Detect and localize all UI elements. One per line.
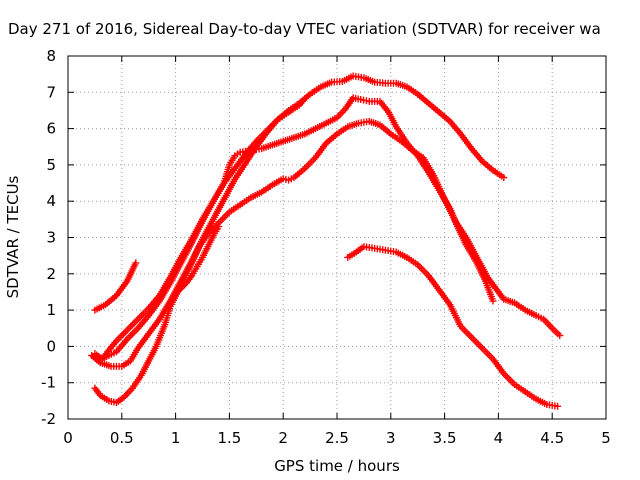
y-tick-label: 3: [46, 229, 56, 247]
y-tick-label: 6: [46, 120, 56, 138]
x-tick-label: 5: [601, 429, 611, 447]
y-tick-labels: -2 -1 0 1 2 3 4 5 6 7 8: [41, 47, 56, 428]
series-track-7: [172, 223, 223, 298]
axis-ticks: [67, 55, 607, 420]
x-tick-label: 0: [63, 429, 73, 447]
data-series: [88, 72, 564, 410]
y-tick-label: 4: [46, 192, 56, 210]
data-point: [299, 97, 307, 105]
x-tick-label: 3.5: [433, 429, 457, 447]
x-axis-label: GPS time / hours: [274, 457, 400, 475]
x-tick-label: 2.5: [325, 429, 349, 447]
x-tick-label: 1: [171, 429, 181, 447]
y-tick-label: -2: [41, 410, 56, 428]
y-tick-label: 0: [46, 337, 56, 355]
chart-title: Day 271 of 2016, Sidereal Day-to-day VTE…: [8, 20, 601, 38]
y-tick-label: 8: [46, 47, 56, 65]
x-tick-label: 4: [494, 429, 504, 447]
series-track-3: [91, 72, 508, 363]
y-tick-label: 5: [46, 156, 56, 174]
x-tick-labels: 0 0.5 1 1.5 2 2.5 3 3.5 4 4.5 5: [63, 429, 611, 447]
series-track-1: [91, 259, 140, 314]
x-tick-label: 2: [278, 429, 288, 447]
data-point: [554, 402, 562, 410]
y-axis-label: SDTVAR / TECUs: [4, 175, 22, 298]
y-tick-label: 1: [46, 301, 56, 319]
data-point: [215, 223, 223, 231]
x-tick-label: 3: [386, 429, 396, 447]
x-tick-label: 0.5: [110, 429, 134, 447]
series-track-4: [88, 97, 307, 370]
x-tick-label: 4.5: [540, 429, 564, 447]
series-track-5: [96, 94, 497, 363]
y-tick-label: -1: [41, 374, 56, 392]
series-track-6: [344, 243, 562, 410]
y-tick-label: 2: [46, 265, 56, 283]
data-point: [489, 297, 497, 305]
data-point: [556, 332, 564, 340]
data-point: [132, 259, 140, 267]
y-tick-label: 7: [46, 83, 56, 101]
data-point: [500, 174, 508, 182]
x-tick-label: 1.5: [217, 429, 241, 447]
